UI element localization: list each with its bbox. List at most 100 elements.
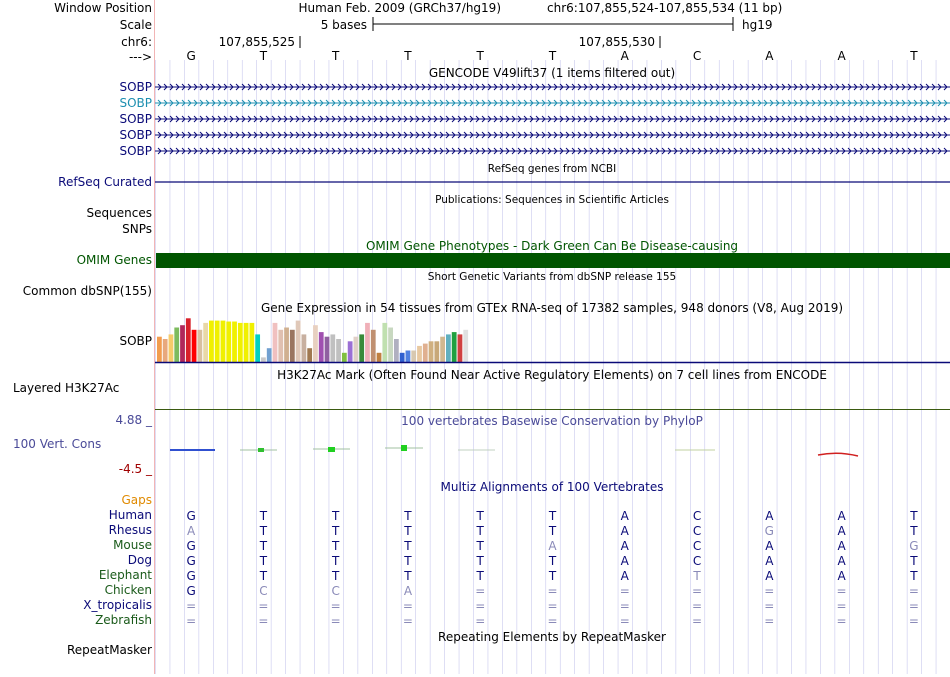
gtex-bar-36[interactable]: [365, 322, 370, 362]
phylop-title: 100 vertebrates Basewise Conservation by…: [401, 414, 703, 428]
gencode-label-5[interactable]: SOBP: [119, 144, 152, 158]
gtex-bar-44[interactable]: [411, 350, 417, 363]
gtex-bar-4[interactable]: [180, 325, 185, 362]
gtex-bar-6[interactable]: [191, 329, 197, 362]
gtex-bar-29[interactable]: [324, 336, 330, 362]
gtex-bar-12[interactable]: [226, 321, 232, 362]
align-chicken-3: A: [404, 584, 413, 598]
gtex-bar-50[interactable]: [446, 334, 451, 362]
align-zebrafish-3: =: [403, 614, 413, 628]
sequences-label[interactable]: Sequences: [86, 206, 152, 220]
species-label-human[interactable]: Human: [108, 508, 152, 522]
gtex-bar-31[interactable]: [336, 339, 341, 362]
align-x_tropicalis-7: =: [692, 599, 702, 613]
coord-b: 107,855,530: [579, 35, 655, 49]
gencode-label-2[interactable]: SOBP: [119, 96, 152, 110]
gtex-bar-9[interactable]: [209, 320, 214, 362]
refseq-label[interactable]: RefSeq Curated: [58, 175, 152, 189]
gaps-label[interactable]: Gaps: [121, 493, 152, 507]
gtex-bar-34[interactable]: [353, 336, 359, 362]
gtex-label[interactable]: SOBP: [119, 334, 152, 348]
gencode-transcript-1[interactable]: [155, 83, 950, 91]
gtex-bar-17[interactable]: [255, 334, 261, 362]
gtex-bar-19[interactable]: [266, 348, 272, 362]
dbsnp-label[interactable]: Common dbSNP(155): [22, 284, 152, 298]
gencode-transcript-5[interactable]: [155, 147, 950, 155]
omim-label[interactable]: OMIM Genes: [76, 253, 152, 267]
species-label-rhesus[interactable]: Rhesus: [108, 523, 152, 537]
gencode-label-3[interactable]: SOBP: [119, 112, 152, 126]
gtex-bar-51[interactable]: [451, 332, 457, 362]
gtex-bar-5[interactable]: [185, 318, 191, 362]
gtex-bar-28[interactable]: [318, 332, 324, 362]
gtex-bar-20[interactable]: [272, 322, 278, 362]
gtex-bar-35[interactable]: [359, 334, 365, 362]
gtex-bar-26[interactable]: [307, 348, 313, 362]
gtex-bar-25[interactable]: [301, 334, 307, 362]
gtex-bar-7[interactable]: [197, 329, 203, 362]
omim-bar[interactable]: [156, 253, 950, 268]
gtex-bar-48[interactable]: [434, 341, 440, 362]
gtex-bar-43[interactable]: [405, 350, 411, 363]
phylop-label[interactable]: 100 Vert. Cons: [13, 437, 102, 451]
gtex-bar-10[interactable]: [214, 320, 220, 362]
gtex-bar-8[interactable]: [203, 322, 209, 362]
gtex-bar-3[interactable]: [174, 327, 180, 363]
gencode-transcript-2[interactable]: [155, 99, 950, 107]
gtex-bar-11[interactable]: [220, 320, 226, 362]
gtex-bar-49[interactable]: [440, 336, 445, 362]
tracks-svg[interactable]: Human Feb. 2009 (GRCh37/hg19) chr6:107,8…: [155, 0, 950, 674]
gtex-bar-15[interactable]: [243, 322, 249, 362]
gencode-label-1[interactable]: SOBP: [119, 80, 152, 94]
gtex-bar-14[interactable]: [237, 322, 243, 362]
species-label-zebrafish[interactable]: Zebrafish: [95, 613, 152, 627]
repeatmasker-label[interactable]: RepeatMasker: [66, 643, 152, 657]
h3k27ac-label[interactable]: Layered H3K27Ac: [13, 381, 120, 395]
gtex-bars[interactable]: [157, 318, 469, 363]
gencode-transcript-4[interactable]: [155, 131, 950, 139]
gtex-bar-22[interactable]: [284, 327, 289, 363]
gtex-bar-47[interactable]: [428, 341, 434, 362]
gtex-bar-37[interactable]: [370, 329, 376, 362]
species-label-mouse[interactable]: Mouse: [113, 538, 152, 552]
gtex-bar-18[interactable]: [261, 357, 266, 362]
gtex-bar-33[interactable]: [347, 341, 353, 362]
gtex-bar-52[interactable]: [457, 334, 463, 362]
species-label-chicken[interactable]: Chicken: [104, 583, 152, 597]
gtex-bar-45[interactable]: [417, 345, 422, 362]
align-chicken-6: =: [620, 584, 630, 598]
gtex-bar-30[interactable]: [330, 334, 336, 362]
gtex-bar-0[interactable]: [157, 336, 162, 362]
gtex-bar-32[interactable]: [341, 352, 347, 362]
species-label-elephant[interactable]: Elephant: [98, 568, 152, 582]
gtex-bar-46[interactable]: [422, 343, 428, 362]
species-label-x_tropicalis[interactable]: X_tropicalis: [83, 598, 152, 612]
gtex-bar-21[interactable]: [278, 329, 284, 362]
snps-label[interactable]: SNPs: [122, 222, 152, 236]
gtex-bar-23[interactable]: [289, 329, 295, 362]
gencode-label-4[interactable]: SOBP: [119, 128, 152, 142]
gtex-bar-39[interactable]: [382, 322, 388, 362]
gtex-bar-27[interactable]: [313, 325, 318, 362]
multiz-alignment[interactable]: G T T T T T A C A A TA T T T T T A C G A TG T T T T A A C A A GG T T T T T A…: [186, 509, 919, 628]
gtex-bar-1[interactable]: [162, 339, 168, 362]
align-rhesus-0: A: [187, 524, 196, 538]
phylop-signal[interactable]: [170, 445, 859, 457]
gencode-transcript-3[interactable]: [155, 115, 950, 123]
gtex-bar-41[interactable]: [393, 339, 399, 362]
align-dog-6: A: [621, 554, 630, 568]
align-zebrafish-6: =: [620, 614, 630, 628]
species-label-dog[interactable]: Dog: [127, 553, 152, 567]
gtex-bar-16[interactable]: [249, 322, 255, 362]
gtex-bar-2[interactable]: [168, 334, 174, 362]
gtex-bar-53[interactable]: [463, 329, 469, 362]
phylop-min-label: -4.5 _: [118, 462, 152, 476]
gtex-bar-38[interactable]: [376, 352, 382, 362]
gtex-bar-40[interactable]: [388, 327, 393, 363]
tracks-area[interactable]: Human Feb. 2009 (GRCh37/hg19) chr6:107,8…: [155, 0, 950, 674]
gtex-bar-42[interactable]: [399, 352, 405, 362]
gencode-track[interactable]: [155, 83, 950, 155]
gtex-bar-24[interactable]: [295, 320, 301, 362]
base-2: T: [331, 49, 340, 63]
gtex-bar-13[interactable]: [232, 321, 237, 362]
